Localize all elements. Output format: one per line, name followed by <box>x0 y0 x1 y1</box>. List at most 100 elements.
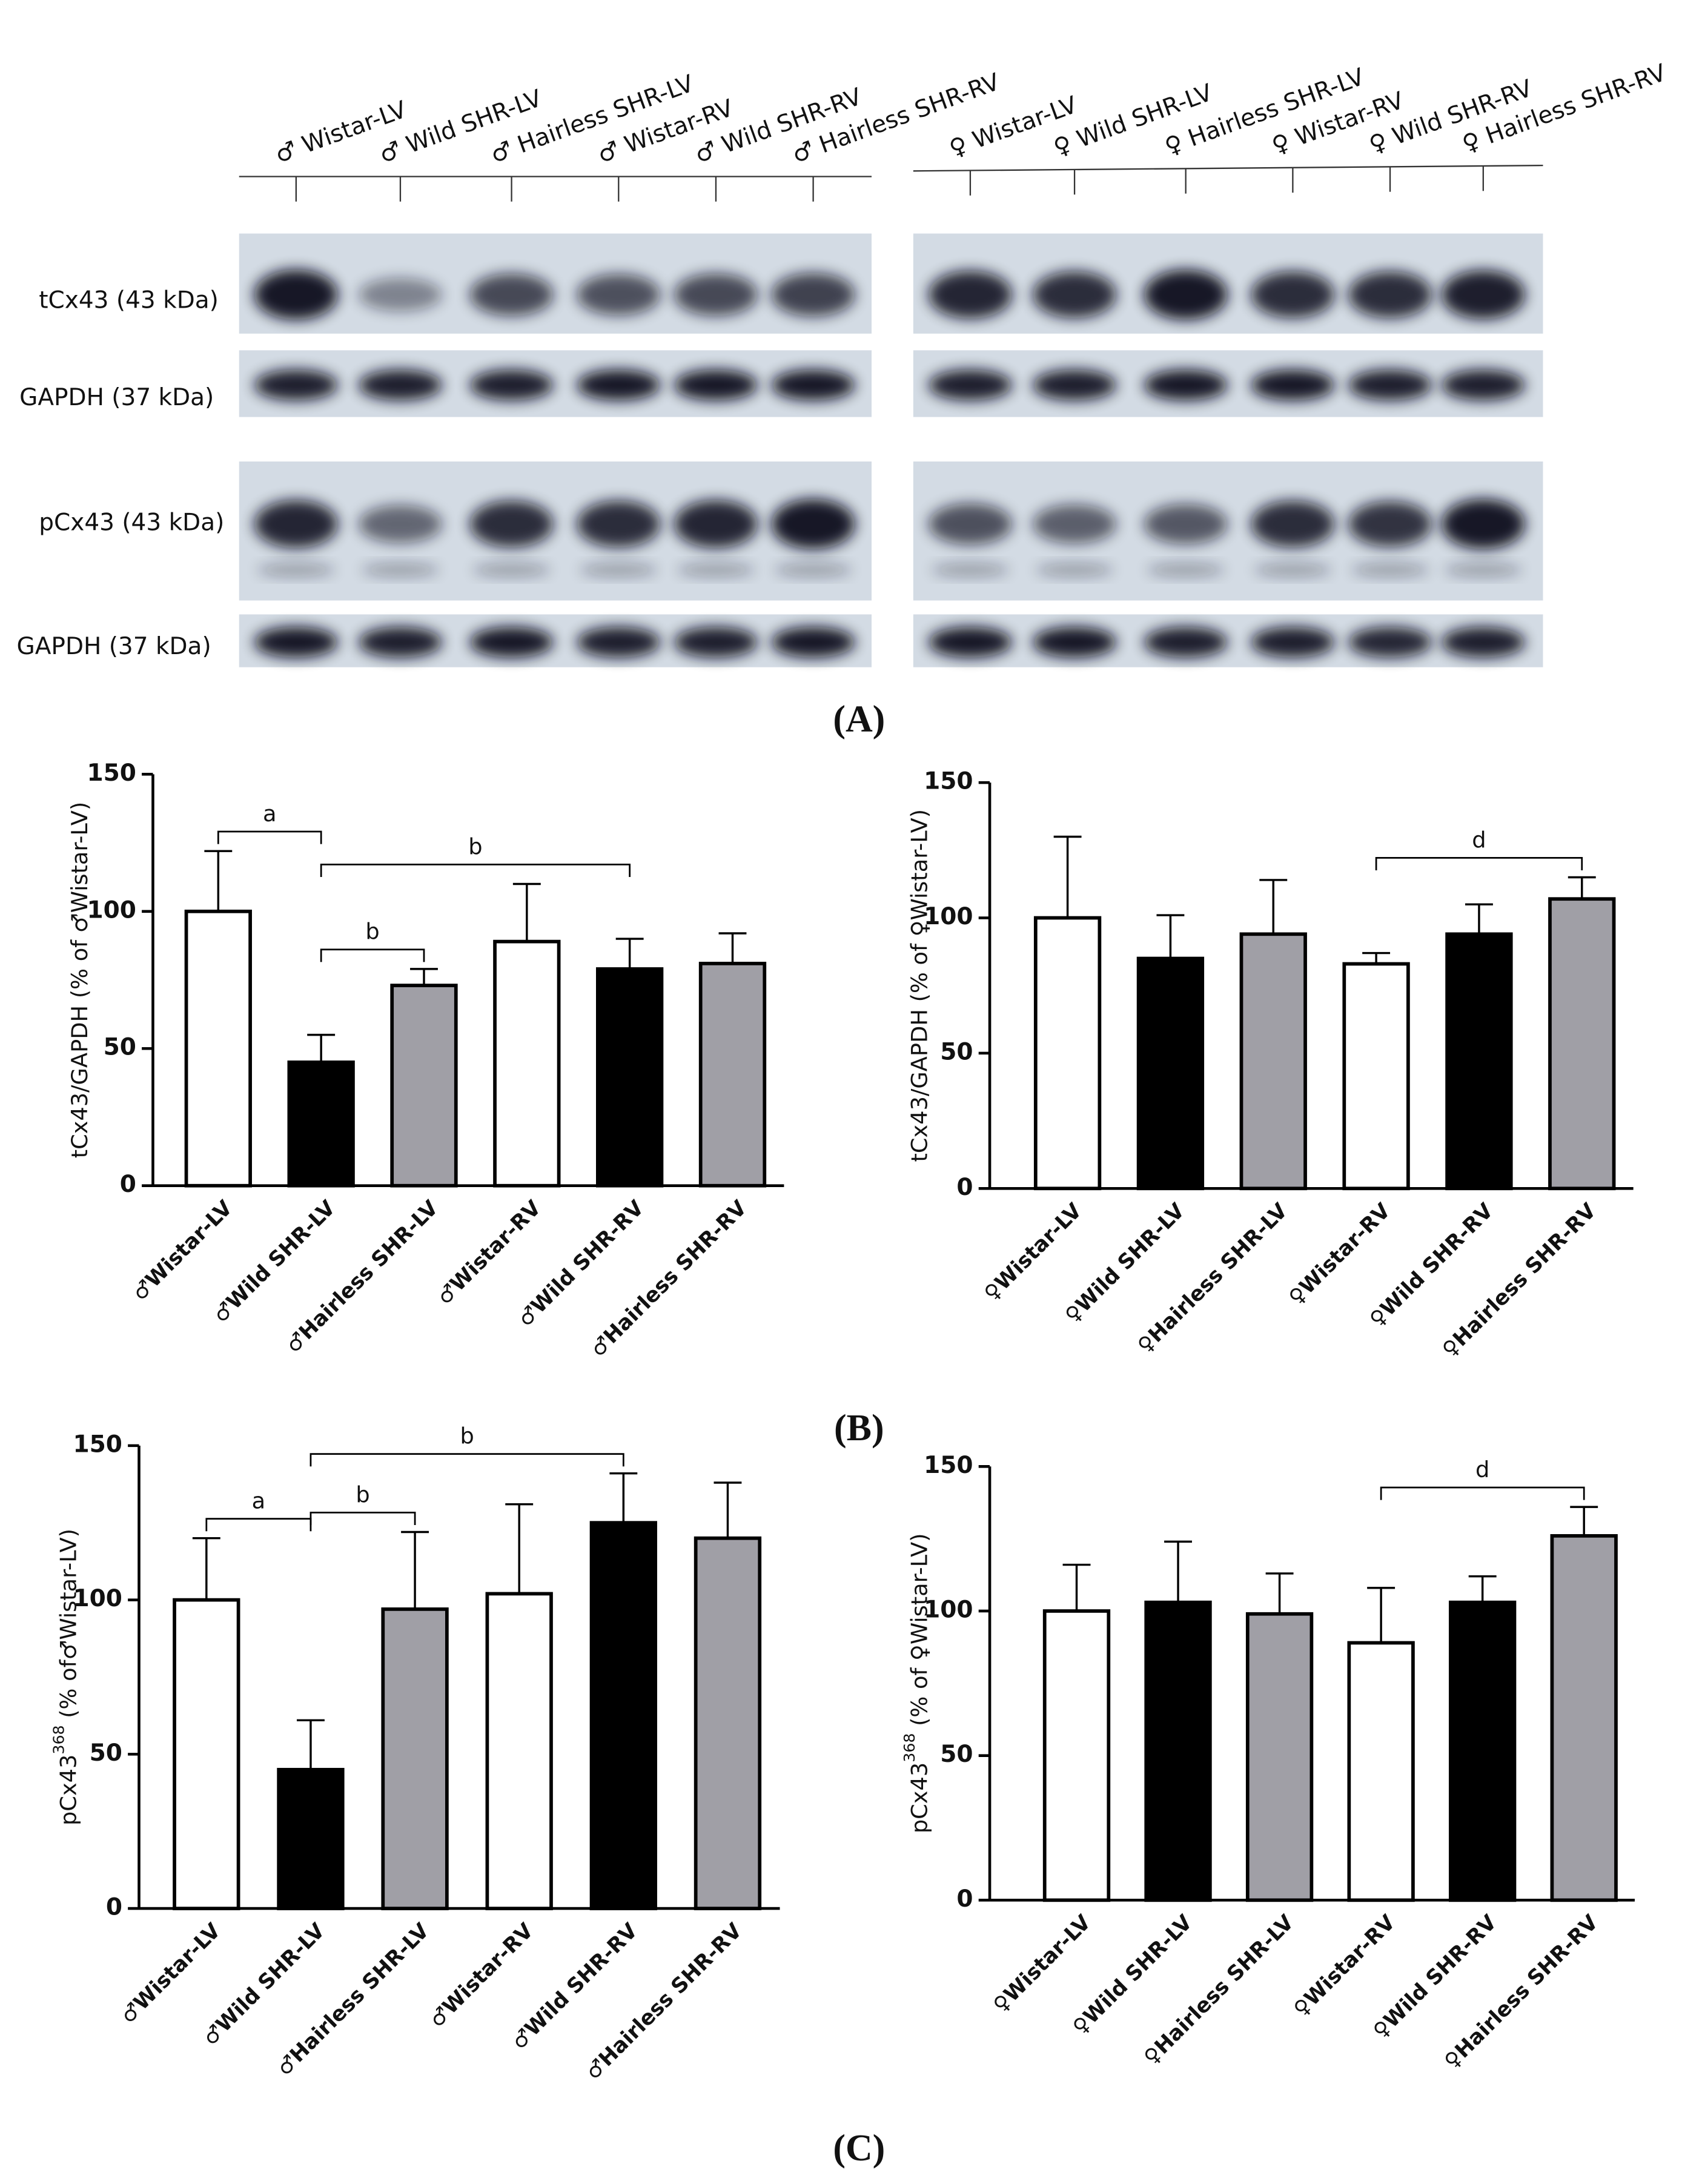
x-tick-label: ♂Wistar-RV <box>425 1919 538 2033</box>
y-tick-label: 50 <box>940 1741 973 1768</box>
significance-bracket <box>320 948 425 962</box>
blot-band <box>1441 627 1525 658</box>
y-axis-label: tCx43/GAPDH (% of ♂Wistar-LV) <box>67 802 93 1159</box>
blot-band <box>580 563 658 577</box>
blot-band <box>1348 369 1432 400</box>
blot-band <box>472 563 551 577</box>
blot-band <box>674 369 758 400</box>
bar <box>1342 962 1410 1191</box>
blot-band <box>1144 504 1228 544</box>
blot-strip <box>913 614 1543 667</box>
blot-band <box>1144 270 1228 320</box>
significance-bracket <box>310 1512 416 1526</box>
y-label-text: tCx43/GAPDH (% of ♂Wistar-LV) <box>67 802 93 1159</box>
y-tick-label: 150 <box>73 1431 122 1458</box>
bar <box>1347 1641 1415 1902</box>
bar <box>485 1592 553 1910</box>
significance-bracket <box>205 1518 312 1532</box>
y-tick-label: 100 <box>924 1596 973 1623</box>
y-tick-label: 0 <box>106 1894 122 1921</box>
bar <box>694 1536 762 1910</box>
blot-strip <box>913 350 1543 417</box>
x-tick-label: ♀Wistar-RV <box>1284 1199 1396 1310</box>
bar <box>1033 916 1102 1191</box>
bar <box>1449 1600 1517 1902</box>
bar <box>1245 1612 1314 1902</box>
bar <box>1042 1609 1111 1902</box>
blot-strip <box>913 233 1543 334</box>
blot-band <box>254 369 338 400</box>
y-tick-label: 150 <box>924 768 973 795</box>
blot-band <box>1144 627 1228 658</box>
significance-bracket <box>310 1453 624 1467</box>
x-tick-label: ♀Wistar-LV <box>988 1910 1096 2017</box>
y-label-text: (% of ♀Wistar-LV) <box>906 1533 932 1733</box>
significance-label: b <box>365 919 379 945</box>
blot-band <box>677 563 755 577</box>
blot-band <box>1348 501 1432 547</box>
lane-header-line <box>913 164 1543 172</box>
bar <box>1239 932 1307 1191</box>
blot-band <box>577 500 661 548</box>
bar <box>493 939 561 1188</box>
blot-strip <box>239 614 872 667</box>
y-axis-label: tCx43/GAPDH (% of ♀Wistar-LV) <box>906 809 932 1162</box>
blot-band <box>1035 563 1114 577</box>
bar <box>1550 1534 1618 1902</box>
significance-bracket <box>320 864 631 878</box>
x-tick-label: ♀Wistar-LV <box>979 1199 1087 1306</box>
blot-band <box>359 505 442 543</box>
blot-band <box>929 627 1012 658</box>
bar <box>595 967 664 1188</box>
blot-band <box>1348 271 1432 319</box>
row-label: GAPDH (37 kDa) <box>19 384 214 411</box>
blot-band <box>931 563 1010 577</box>
x-tick-label: ♂Wistar-LV <box>116 1919 225 2028</box>
bar <box>698 961 767 1188</box>
bar <box>1136 956 1205 1191</box>
y-tick-label: 0 <box>120 1171 136 1198</box>
blot-band <box>771 627 855 658</box>
y-tick-label: 100 <box>73 1585 122 1612</box>
blot-band <box>361 563 440 577</box>
significance-label: a <box>263 801 277 827</box>
y-label-text: pCx43 <box>906 1762 932 1833</box>
blot-band <box>1147 563 1225 577</box>
bar <box>381 1607 449 1910</box>
blot-band <box>577 369 661 400</box>
significance-label: b <box>468 833 482 859</box>
blot-band <box>929 369 1012 400</box>
row-label: pCx43 (43 kDa) <box>39 509 224 537</box>
blot-strip <box>239 461 872 601</box>
significance-label: b <box>356 1481 369 1507</box>
y-tick-label: 50 <box>90 1739 122 1767</box>
blot-band <box>929 271 1012 319</box>
bar <box>173 1598 240 1910</box>
blot-band <box>674 627 758 658</box>
bar <box>1445 932 1513 1191</box>
significance-label: d <box>1472 827 1486 853</box>
blot-band <box>1254 563 1332 577</box>
blot-band <box>359 369 442 400</box>
blot-band <box>257 563 336 577</box>
blot-band <box>254 627 338 658</box>
y-tick-label: 0 <box>956 1885 973 1913</box>
significance-label: b <box>460 1423 474 1449</box>
significance-bracket <box>1380 1486 1585 1500</box>
blot-band <box>1251 369 1335 400</box>
y-axis-label: pCx43368 (% of♂Wistar-LV) <box>50 1529 82 1825</box>
bar <box>589 1521 657 1910</box>
blot-band <box>469 627 554 658</box>
blot-band <box>1144 369 1228 400</box>
significance-label: d <box>1475 1457 1489 1483</box>
blot-band <box>577 627 661 658</box>
bar <box>277 1767 345 1910</box>
blot-band <box>469 273 554 316</box>
y-tick-label: 100 <box>924 903 973 930</box>
bar <box>1548 897 1616 1191</box>
y-label-text: tCx43/GAPDH (% of ♀Wistar-LV) <box>906 809 932 1162</box>
blot-band <box>771 273 855 317</box>
y-label-sup: 368 <box>901 1733 918 1762</box>
y-tick-label: 150 <box>924 1452 973 1479</box>
